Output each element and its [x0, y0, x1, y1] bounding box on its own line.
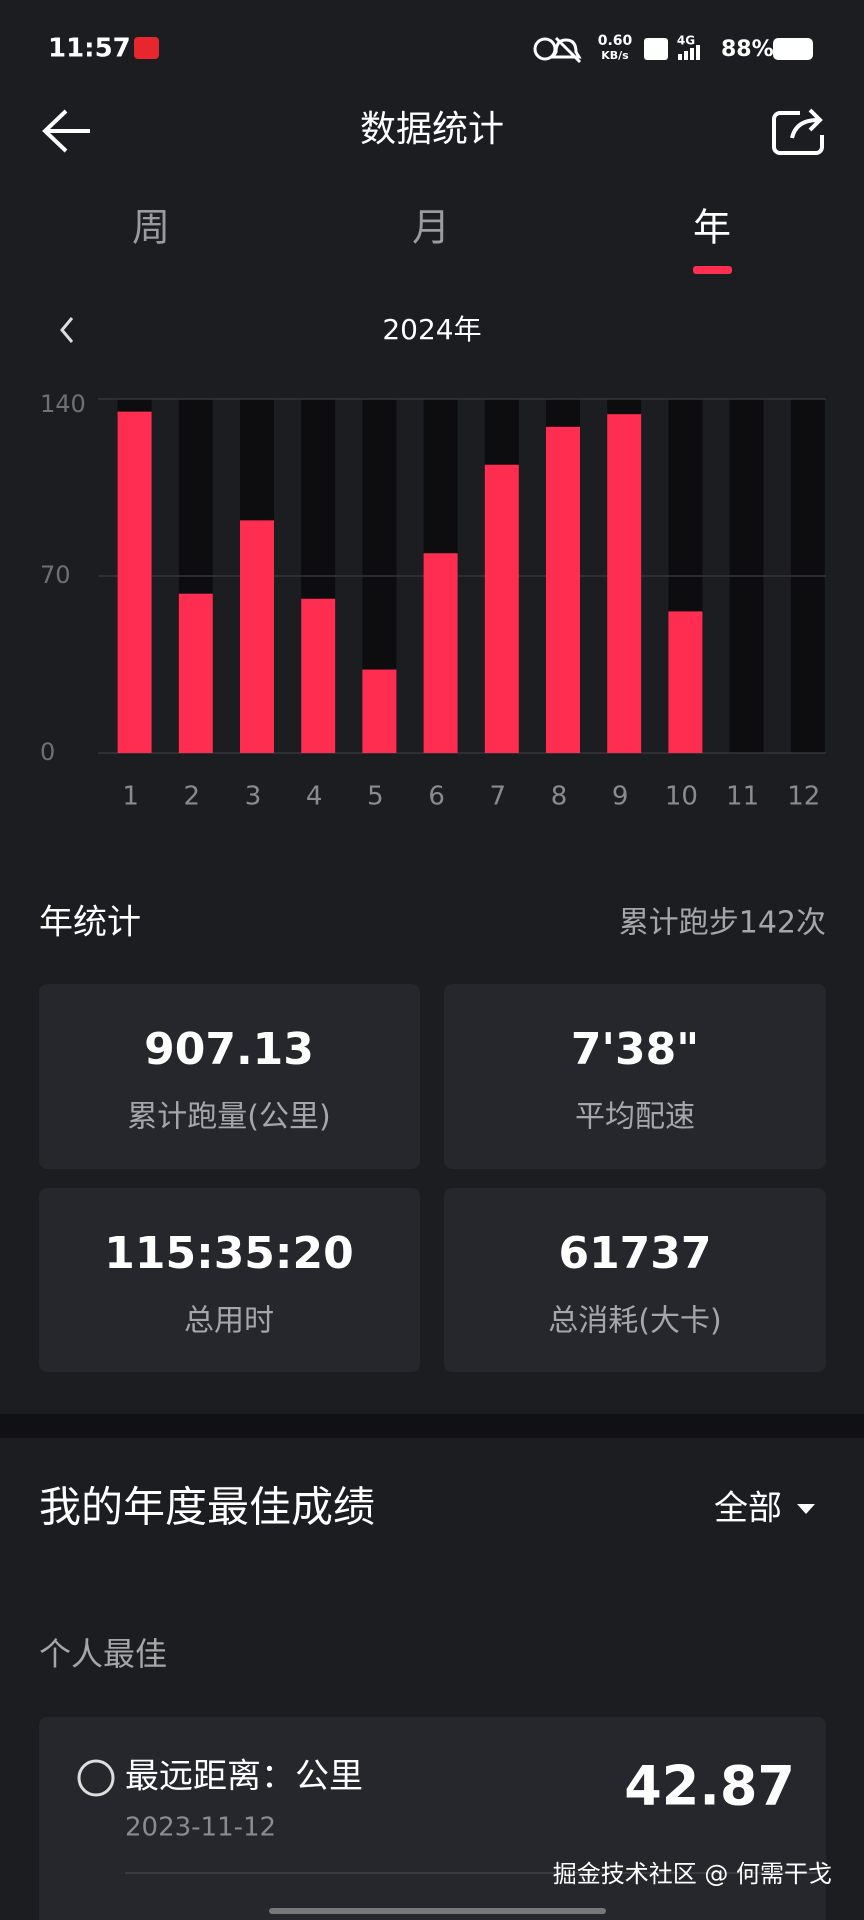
summary-count: 累计跑步142次	[619, 906, 826, 941]
stat-card	[444, 984, 826, 1169]
summary-title: 年统计	[39, 903, 141, 943]
tab-month[interactable]: 月	[412, 206, 450, 250]
bar	[668, 611, 703, 753]
x-tick-label: 2	[184, 782, 201, 812]
x-tick-label: 9	[612, 782, 629, 812]
stat-value: 115:35:20	[104, 1228, 354, 1279]
status-battery: 88%	[721, 37, 774, 62]
signal-icon	[678, 45, 700, 60]
home-indicator	[269, 1908, 606, 1914]
stat-value: 61737	[558, 1228, 711, 1279]
best-title: 我的年度最佳成绩	[39, 1483, 375, 1532]
share-button[interactable]	[772, 108, 824, 155]
record-icon	[77, 1759, 115, 1797]
stat-value: 7'38"	[571, 1024, 699, 1075]
record-card	[39, 1717, 826, 1920]
back-button[interactable]	[42, 109, 90, 153]
stat-label: 平均配速	[575, 1100, 695, 1135]
stat-label: 累计跑量(公里)	[127, 1100, 330, 1135]
battery-icon	[773, 38, 813, 60]
tab-indicator	[693, 266, 732, 274]
period-label: 2024年	[382, 313, 481, 346]
app-icon	[134, 37, 159, 59]
stat-value: 907.13	[144, 1024, 314, 1075]
status-network: 4G	[677, 34, 695, 48]
x-tick-label: 3	[245, 782, 262, 812]
x-tick-label: 4	[306, 782, 323, 812]
record-value: 42.87	[624, 1755, 795, 1818]
best-section: 个人最佳	[39, 1635, 167, 1673]
stat-card	[39, 984, 420, 1169]
hd-icon	[644, 38, 668, 60]
bar	[484, 464, 519, 753]
y-tick-label: 70	[40, 561, 71, 589]
bar	[240, 520, 274, 753]
stat-card	[444, 1188, 826, 1372]
bar	[117, 411, 152, 753]
x-tick-label: 12	[787, 782, 820, 812]
bar	[362, 669, 397, 753]
stat-label: 总消耗(大卡)	[548, 1304, 721, 1339]
status-speed-unit: KB/s	[601, 49, 629, 62]
x-tick-label: 8	[551, 782, 568, 812]
status-time: 11:57	[48, 34, 131, 64]
stat-label: 总用时	[184, 1304, 274, 1339]
x-tick-label: 1	[122, 782, 139, 812]
mute-icon	[550, 36, 582, 64]
prev-period[interactable]	[60, 317, 74, 343]
x-tick-label: 10	[665, 782, 698, 812]
tab-week[interactable]: 周	[132, 206, 170, 250]
watermark: 掘金技术社区 @ 何需干戈	[553, 1860, 832, 1888]
best-filter[interactable]: 全部	[714, 1489, 782, 1529]
status-speed: 0.60	[598, 33, 633, 49]
bar	[546, 426, 580, 753]
record-label: 最远距离：公里	[125, 1757, 363, 1797]
section-divider	[0, 1414, 864, 1438]
record-date: 2023-11-12	[125, 1813, 276, 1843]
y-tick-label: 0	[40, 738, 55, 766]
bar	[178, 593, 213, 753]
tab-year[interactable]: 年	[693, 206, 731, 250]
bar	[423, 553, 458, 753]
x-tick-label: 5	[367, 782, 384, 812]
x-tick-label: 6	[428, 782, 445, 812]
y-tick-label: 140	[40, 390, 86, 418]
stat-card	[39, 1188, 420, 1372]
bar	[607, 414, 642, 753]
x-tick-label: 7	[490, 782, 507, 812]
filter-arrow[interactable]	[797, 1504, 815, 1514]
page-title: 数据统计	[360, 109, 504, 150]
bar	[301, 598, 336, 753]
x-tick-label: 11	[726, 782, 759, 812]
